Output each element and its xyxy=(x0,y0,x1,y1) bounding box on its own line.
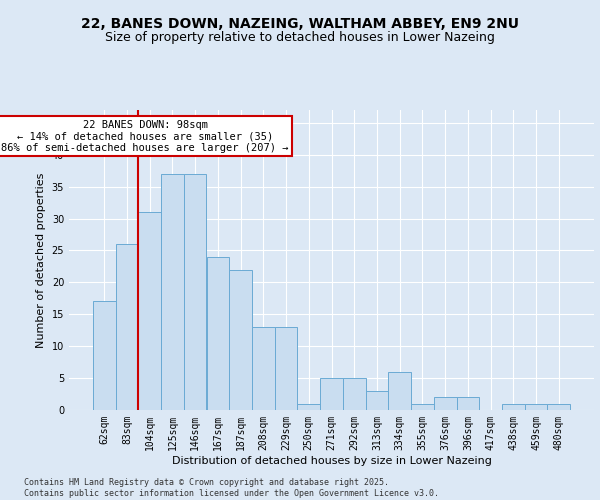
Bar xyxy=(93,302,116,410)
Bar xyxy=(457,397,479,410)
Bar xyxy=(320,378,343,410)
Bar xyxy=(206,257,229,410)
Bar xyxy=(502,404,524,410)
Bar xyxy=(229,270,252,410)
Bar xyxy=(388,372,411,410)
Text: 22, BANES DOWN, NAZEING, WALTHAM ABBEY, EN9 2NU: 22, BANES DOWN, NAZEING, WALTHAM ABBEY, … xyxy=(81,18,519,32)
Bar xyxy=(139,212,161,410)
Bar xyxy=(434,397,457,410)
Bar xyxy=(252,327,275,410)
Bar xyxy=(298,404,320,410)
Bar xyxy=(275,327,298,410)
Bar xyxy=(343,378,365,410)
Bar xyxy=(547,404,570,410)
Text: 22 BANES DOWN: 98sqm
← 14% of detached houses are smaller (35)
86% of semi-detac: 22 BANES DOWN: 98sqm ← 14% of detached h… xyxy=(1,120,289,153)
Bar xyxy=(116,244,139,410)
Y-axis label: Number of detached properties: Number of detached properties xyxy=(36,172,46,348)
Bar xyxy=(161,174,184,410)
X-axis label: Distribution of detached houses by size in Lower Nazeing: Distribution of detached houses by size … xyxy=(172,456,491,466)
Text: Size of property relative to detached houses in Lower Nazeing: Size of property relative to detached ho… xyxy=(105,31,495,44)
Text: Contains HM Land Registry data © Crown copyright and database right 2025.
Contai: Contains HM Land Registry data © Crown c… xyxy=(24,478,439,498)
Bar xyxy=(365,391,388,410)
Bar xyxy=(411,404,434,410)
Bar xyxy=(184,174,206,410)
Bar xyxy=(524,404,547,410)
